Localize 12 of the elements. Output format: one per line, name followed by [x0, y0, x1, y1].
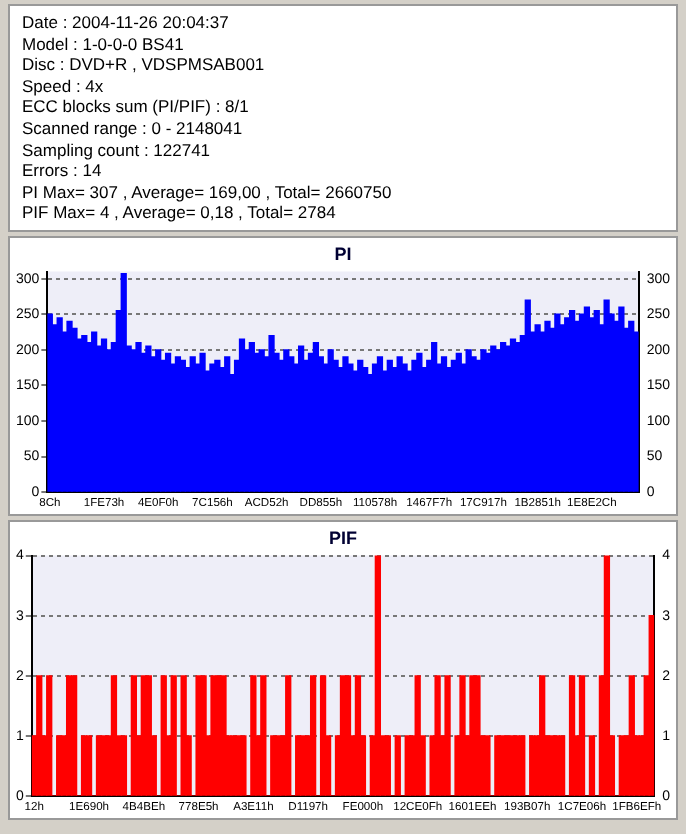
text: Sampling count : 122741: [22, 139, 213, 161]
text: Model : 1-0-0-0 BS41: [22, 33, 186, 55]
text: Scanned range : 0 - 2148041: [22, 117, 245, 140]
chart-title: PI: [334, 243, 352, 264]
text: ECC blocks sum (PI/PIF) : 8/1: [22, 96, 251, 118]
text: PIF Max= 4 , Average= 0,18 , Total= 2784: [22, 202, 338, 224]
text: Disc : DVD+R , VDSPMSAB001: [22, 54, 267, 76]
text: Speed : 4x: [22, 75, 106, 97]
text: Date : 2004-11-26 20:04:37: [22, 12, 231, 34]
text: PI Max= 307 , Average= 169,00 , Total= 2660750: [22, 181, 394, 203]
text: Errors : 14: [22, 160, 104, 182]
chart-title: PIF: [328, 527, 358, 548]
